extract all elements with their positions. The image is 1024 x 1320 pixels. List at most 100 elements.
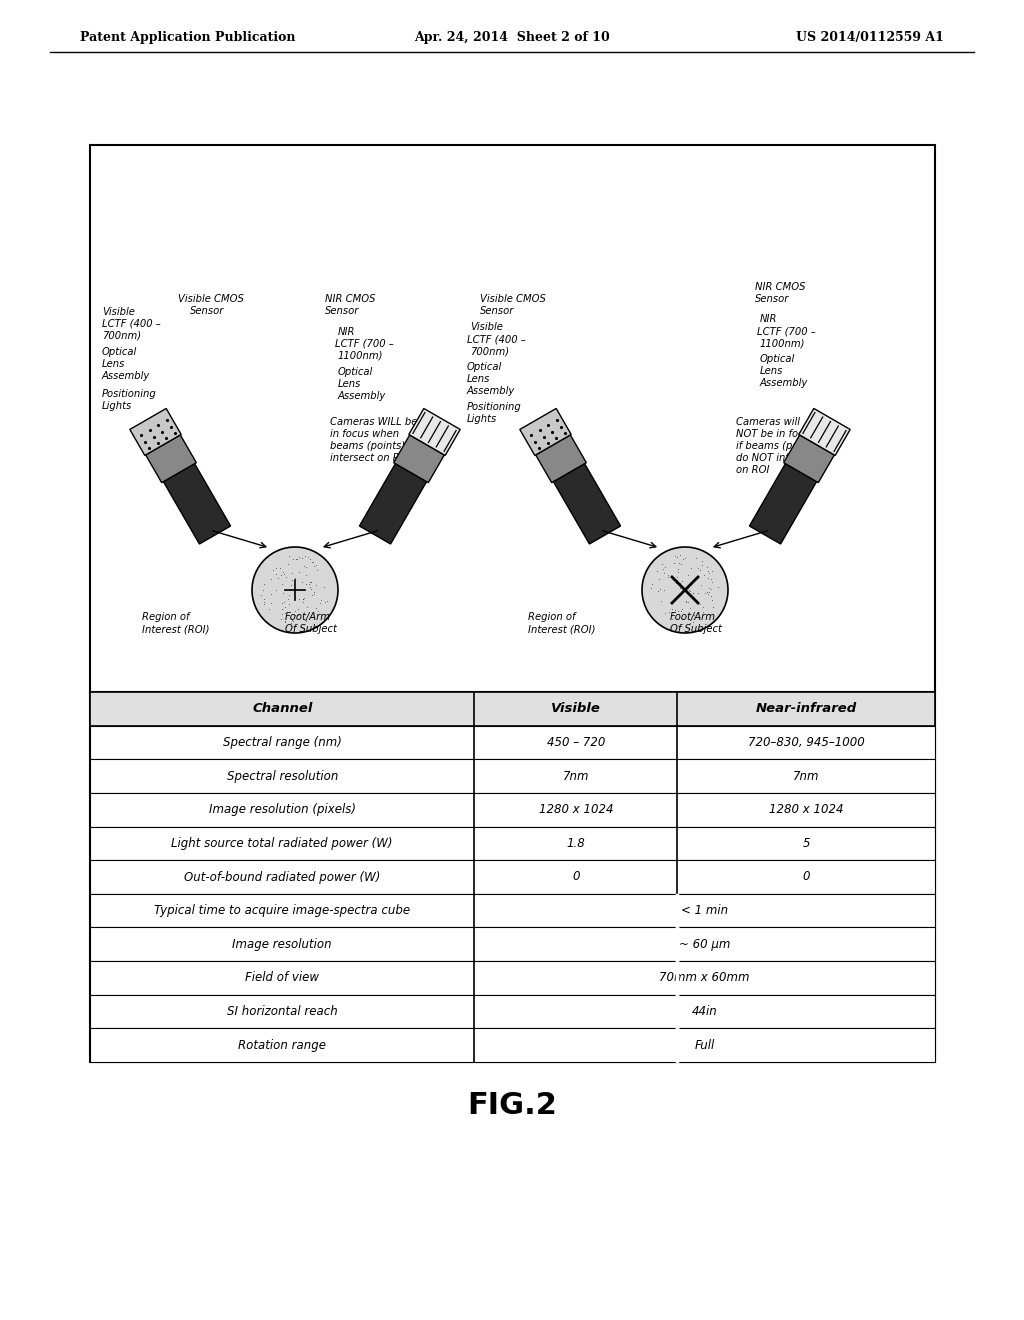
- Text: 700nm): 700nm): [470, 346, 509, 356]
- Text: 70mm x 60mm: 70mm x 60mm: [659, 972, 750, 985]
- Polygon shape: [750, 463, 816, 544]
- Text: Positioning: Positioning: [102, 389, 157, 399]
- Polygon shape: [799, 408, 850, 455]
- Text: 1100nm): 1100nm): [760, 338, 806, 348]
- Text: Rotation range: Rotation range: [239, 1039, 327, 1052]
- Text: Lens: Lens: [338, 379, 361, 389]
- Bar: [90, 961, 935, 995]
- Bar: [90, 861, 935, 894]
- Text: Assembly: Assembly: [102, 371, 151, 381]
- Text: Cameras will: Cameras will: [736, 417, 800, 426]
- Polygon shape: [783, 434, 835, 483]
- Text: Image resolution: Image resolution: [232, 937, 332, 950]
- Text: Region of: Region of: [142, 612, 189, 622]
- Text: SI horizontal reach: SI horizontal reach: [227, 1005, 338, 1018]
- Text: FIG.2: FIG.2: [467, 1090, 557, 1119]
- Text: Foot/Arm: Foot/Arm: [285, 612, 331, 622]
- Text: LCTF (400 –: LCTF (400 –: [102, 319, 161, 329]
- Text: 0: 0: [803, 870, 810, 883]
- Text: NIR: NIR: [338, 327, 355, 337]
- Text: Near-infrared: Near-infrared: [756, 702, 857, 715]
- Text: NOT be in focus: NOT be in focus: [736, 429, 815, 440]
- Text: Visible CMOS: Visible CMOS: [178, 294, 244, 304]
- Text: beams (points): beams (points): [330, 441, 406, 451]
- Text: Positioning: Positioning: [467, 403, 522, 412]
- Text: Lights: Lights: [102, 401, 132, 411]
- Text: 1280 x 1024: 1280 x 1024: [539, 804, 613, 816]
- Text: Spectral resolution: Spectral resolution: [226, 770, 338, 783]
- Bar: [90, 726, 935, 759]
- Text: Full: Full: [694, 1039, 715, 1052]
- Text: 7nm: 7nm: [562, 770, 589, 783]
- Bar: [90, 826, 935, 861]
- Text: Field of view: Field of view: [245, 972, 319, 985]
- Text: Typical time to acquire image-spectra cube: Typical time to acquire image-spectra cu…: [155, 904, 411, 917]
- Polygon shape: [520, 408, 571, 455]
- Text: Sensor: Sensor: [480, 306, 514, 315]
- Text: Optical: Optical: [102, 347, 137, 356]
- Text: Visible: Visible: [102, 308, 135, 317]
- Text: Out-of-bound radiated power (W): Out-of-bound radiated power (W): [184, 870, 381, 883]
- Bar: [90, 995, 935, 1028]
- Text: Channel: Channel: [252, 702, 312, 715]
- Text: 1.8: 1.8: [566, 837, 586, 850]
- Text: NIR CMOS: NIR CMOS: [325, 294, 376, 304]
- Text: Sensor: Sensor: [190, 306, 224, 315]
- Bar: [90, 759, 935, 793]
- Text: Optical: Optical: [467, 362, 502, 372]
- Polygon shape: [130, 408, 181, 455]
- Polygon shape: [409, 408, 460, 455]
- Text: Light source total radiated power (W): Light source total radiated power (W): [171, 837, 393, 850]
- Bar: [90, 894, 935, 928]
- Polygon shape: [145, 434, 197, 483]
- Bar: [90, 1028, 935, 1063]
- Text: Patent Application Publication: Patent Application Publication: [80, 32, 296, 45]
- Text: Apr. 24, 2014  Sheet 2 of 10: Apr. 24, 2014 Sheet 2 of 10: [414, 32, 610, 45]
- Text: 1100nm): 1100nm): [338, 351, 384, 360]
- Text: Lights: Lights: [467, 414, 498, 424]
- Text: Of Subject: Of Subject: [670, 624, 722, 634]
- Text: Optical: Optical: [338, 367, 374, 378]
- Text: if beams (points): if beams (points): [736, 441, 820, 451]
- Polygon shape: [536, 434, 587, 483]
- Text: Sensor: Sensor: [755, 294, 790, 304]
- Text: 1280 x 1024: 1280 x 1024: [769, 804, 844, 816]
- Text: ~ 60 μm: ~ 60 μm: [679, 937, 730, 950]
- Text: Lens: Lens: [760, 366, 783, 376]
- Bar: [90, 928, 935, 961]
- Text: LCTF (400 –: LCTF (400 –: [467, 334, 525, 345]
- Text: NIR CMOS: NIR CMOS: [755, 282, 806, 292]
- Bar: [90, 145, 935, 1063]
- Text: Assembly: Assembly: [467, 385, 515, 396]
- Text: Lens: Lens: [102, 359, 125, 370]
- Bar: [90, 793, 935, 826]
- Text: 450 – 720: 450 – 720: [547, 737, 605, 748]
- Text: 700nm): 700nm): [102, 331, 141, 341]
- Text: < 1 min: < 1 min: [681, 904, 728, 917]
- Text: Of Subject: Of Subject: [285, 624, 337, 634]
- Text: 7nm: 7nm: [793, 770, 819, 783]
- Text: Sensor: Sensor: [325, 306, 359, 315]
- Text: LCTF (700 –: LCTF (700 –: [335, 339, 394, 348]
- Text: Cameras WILL be: Cameras WILL be: [330, 417, 418, 426]
- Text: on ROI: on ROI: [736, 465, 769, 475]
- Polygon shape: [164, 463, 230, 544]
- Text: 44in: 44in: [692, 1005, 718, 1018]
- Text: 0: 0: [572, 870, 580, 883]
- Text: 720–830, 945–1000: 720–830, 945–1000: [748, 737, 864, 748]
- Text: US 2014/0112559 A1: US 2014/0112559 A1: [796, 32, 944, 45]
- Text: intersect on ROI: intersect on ROI: [330, 453, 411, 463]
- Text: Visible CMOS: Visible CMOS: [480, 294, 546, 304]
- Text: Foot/Arm: Foot/Arm: [670, 612, 716, 622]
- Text: Optical: Optical: [760, 354, 796, 364]
- Polygon shape: [553, 463, 621, 544]
- Text: NIR: NIR: [760, 314, 777, 323]
- Text: Spectral range (nm): Spectral range (nm): [223, 737, 342, 748]
- Polygon shape: [359, 463, 427, 544]
- Text: 5: 5: [803, 837, 810, 850]
- Text: LCTF (700 –: LCTF (700 –: [757, 326, 816, 337]
- Text: in focus when: in focus when: [330, 429, 399, 440]
- Text: do NOT intersect: do NOT intersect: [736, 453, 820, 463]
- Text: Visible: Visible: [551, 702, 601, 715]
- Text: Interest (ROI): Interest (ROI): [528, 624, 596, 634]
